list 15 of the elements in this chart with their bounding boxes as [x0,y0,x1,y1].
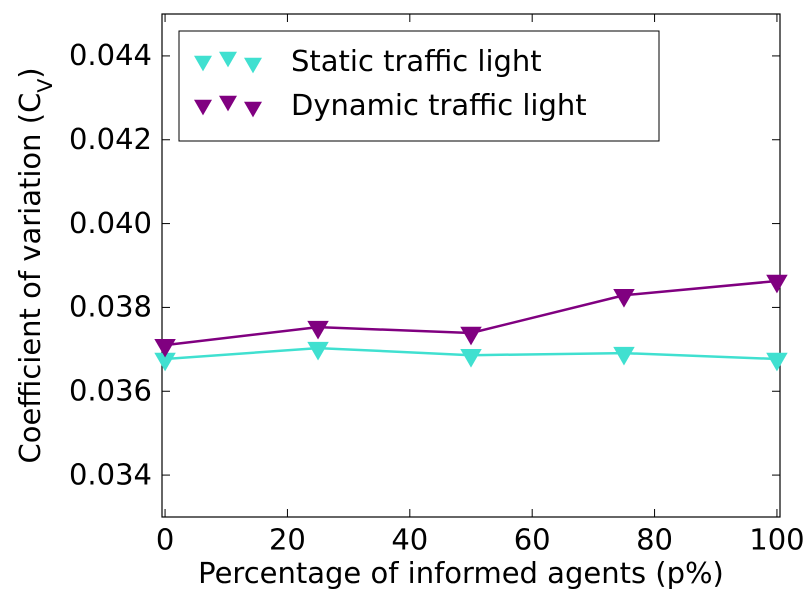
y-tick-label: 0.042 [68,122,152,156]
y-tick-label: 0.036 [68,374,152,408]
x-tick-label: 80 [636,522,674,557]
y-tick-label: 0.044 [68,38,152,72]
x-tick-label: 0 [156,522,174,557]
y-tick-label: 0.034 [68,457,152,492]
legend-label: Dynamic traffic light [291,88,587,122]
y-tick-label: 0.040 [68,206,152,240]
legend-label: Static traffic light [291,44,542,78]
x-tick-label: 60 [514,522,551,557]
x-axis-title: Percentage of informed agents (p%) [198,556,724,590]
x-tick-label: 100 [749,522,805,557]
y-tick-label: 0.038 [68,290,152,324]
x-tick-label: 40 [391,522,428,557]
x-tick-label: 20 [268,522,306,557]
